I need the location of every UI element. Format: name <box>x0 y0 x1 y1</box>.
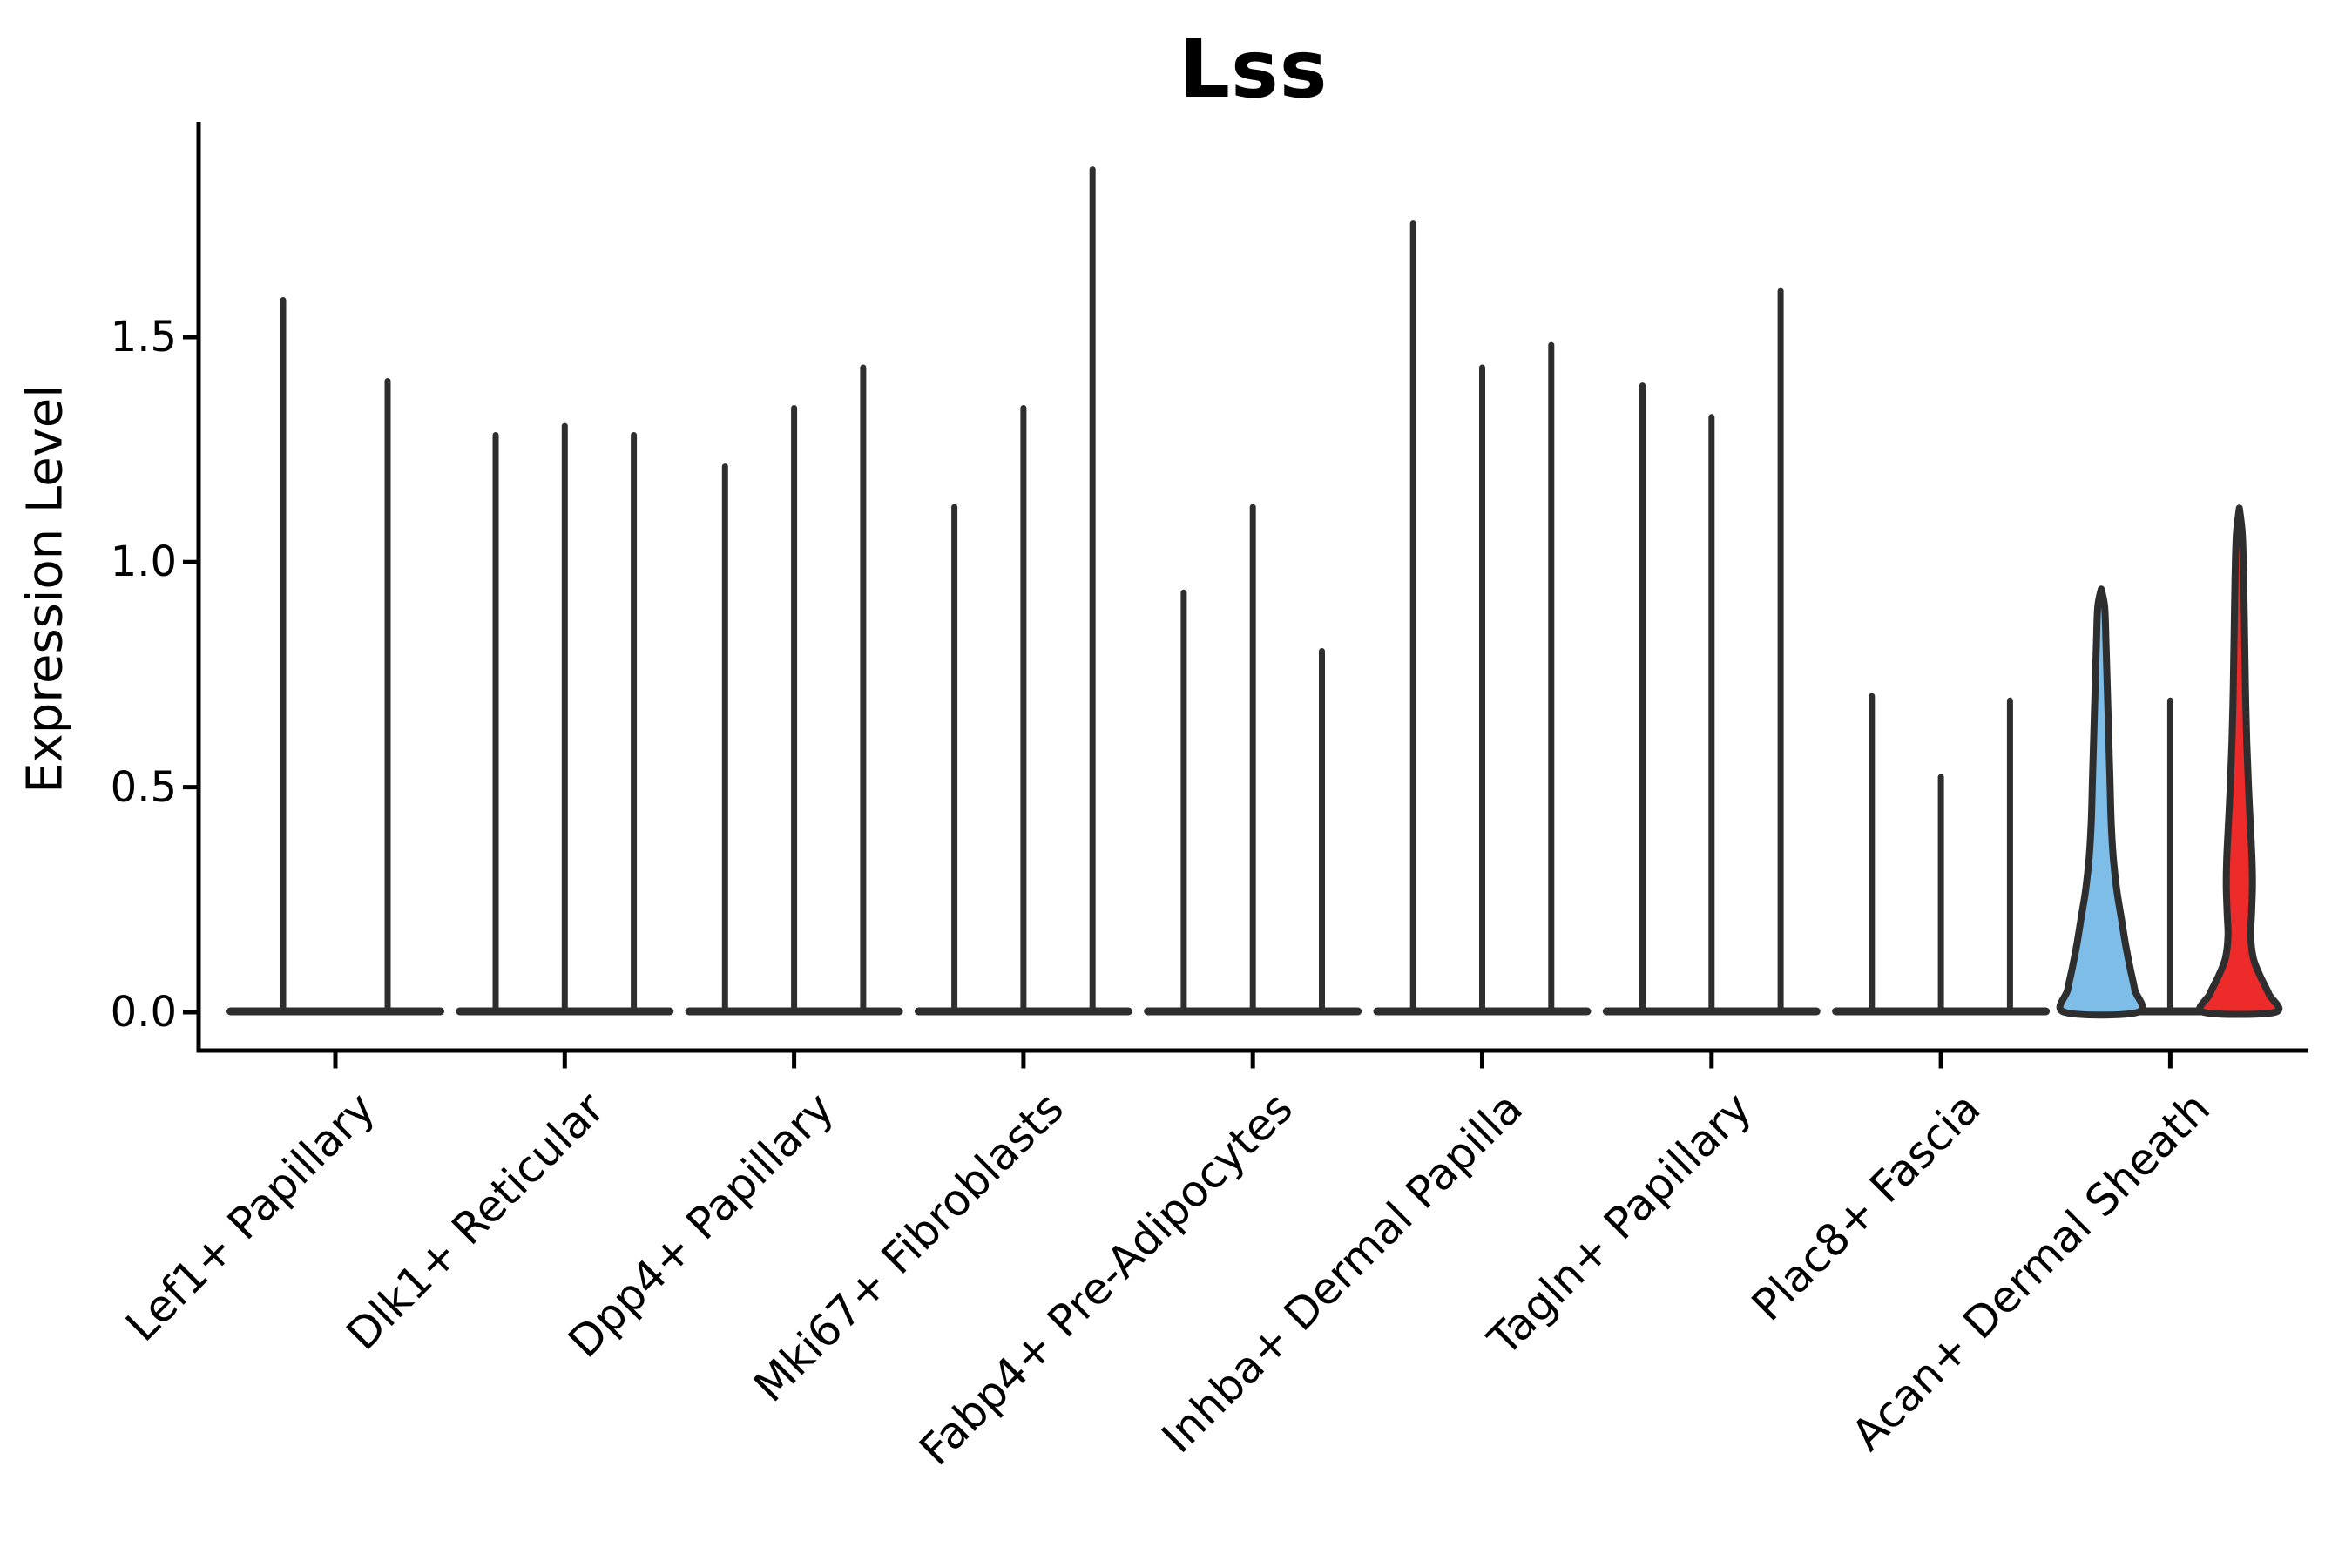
violin-highlight <box>2056 585 2146 1019</box>
y-axis-label: Expression Level <box>17 384 74 794</box>
chart-title: Lss <box>1179 23 1328 116</box>
violin-highlight <box>2196 504 2283 1018</box>
